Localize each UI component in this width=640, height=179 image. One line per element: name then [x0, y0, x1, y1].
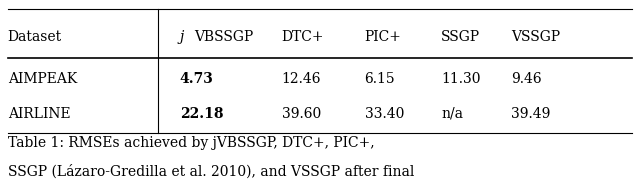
- Text: SSGP (Lázaro-Gredilla et al. 2010), and VSSGP after final: SSGP (Lázaro-Gredilla et al. 2010), and …: [8, 165, 414, 179]
- Text: 4.73: 4.73: [180, 72, 214, 86]
- Text: AIMPEAK: AIMPEAK: [8, 72, 77, 86]
- Text: 33.40: 33.40: [365, 107, 404, 121]
- Text: 6.15: 6.15: [365, 72, 396, 86]
- Text: 9.46: 9.46: [511, 72, 542, 86]
- Text: 22.18: 22.18: [180, 107, 223, 121]
- Text: n/a: n/a: [441, 107, 463, 121]
- Text: SSGP: SSGP: [441, 30, 480, 44]
- Text: 39.60: 39.60: [282, 107, 321, 121]
- Text: DTC+: DTC+: [282, 30, 324, 44]
- Text: VBSSGP: VBSSGP: [194, 30, 253, 44]
- Text: Table 1: RMSEs achieved by ϳVBSSGP, DTC+, PIC+,: Table 1: RMSEs achieved by ϳVBSSGP, DTC+…: [8, 136, 374, 150]
- Text: ϳ: ϳ: [180, 30, 184, 44]
- Text: AIRLINE: AIRLINE: [8, 107, 70, 121]
- Text: PIC+: PIC+: [365, 30, 401, 44]
- Text: 12.46: 12.46: [282, 72, 321, 86]
- Text: Dataset: Dataset: [8, 30, 62, 44]
- Text: 11.30: 11.30: [441, 72, 481, 86]
- Text: 39.49: 39.49: [511, 107, 550, 121]
- Text: VSSGP: VSSGP: [511, 30, 560, 44]
